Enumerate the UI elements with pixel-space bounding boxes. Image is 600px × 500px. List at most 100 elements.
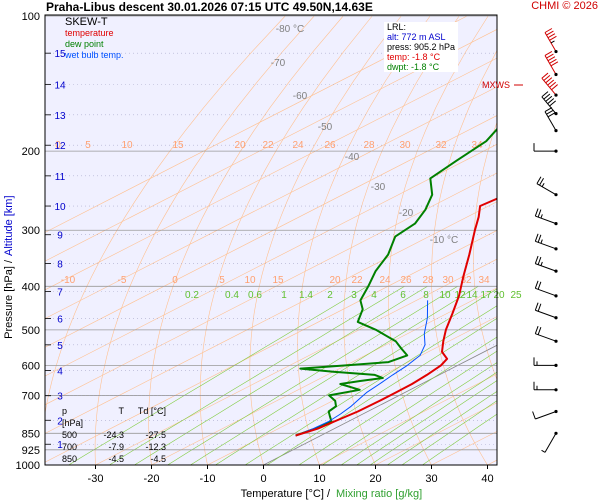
pressure-tick-label: 300: [22, 225, 40, 237]
pressure-tick-label: 600: [22, 360, 40, 372]
isotherm: [45, 29, 497, 262]
isotherm: [45, 230, 497, 463]
isotherm: [45, 172, 497, 406]
pressure-tick-label: 1000: [16, 460, 40, 472]
mixing-ratio-label: 20: [493, 290, 505, 301]
wind-barb: [534, 325, 558, 343]
temperature-line: [295, 197, 497, 437]
isotherm: [319, 373, 497, 465]
isotherm: [45, 57, 497, 291]
mixing-ratio-line: [422, 413, 497, 465]
table-cell-p: 850: [62, 454, 78, 464]
adiabat-label: 0: [55, 140, 61, 151]
adiabat-label: 10: [244, 275, 256, 286]
mixing-ratio-label: 6: [400, 290, 406, 301]
altitude-tick-label: 5: [57, 341, 63, 352]
altitude-tick-label: 15: [54, 49, 66, 60]
pressure-tick-label: 700: [22, 390, 40, 402]
adiabat-label: 0: [172, 275, 178, 286]
altitude-tick-label: 13: [54, 111, 66, 122]
altitude-tick-label: 4: [57, 367, 63, 378]
table-cell-t: -4.5: [108, 454, 124, 464]
table-row: 850 -4.5 -4.5: [62, 453, 166, 465]
grid-lines: [45, 15, 600, 465]
altitude-tick-label: 2: [57, 416, 63, 427]
temperature-tick-label: 40: [481, 473, 493, 485]
mixing-ratio-label: 8: [423, 290, 429, 301]
isotherm: [45, 115, 497, 348]
mixing-ratio-label: 0.4: [225, 290, 239, 301]
dry-adiabat: [514, 16, 600, 465]
temperature-tick-label: 0: [260, 473, 266, 485]
altitude-tick-label: 12: [54, 141, 66, 152]
wind-barb: [534, 208, 558, 226]
altitude-tick-label: 8: [57, 260, 63, 271]
dewpoint-line: [295, 127, 497, 437]
altitude-tick-label: 9: [57, 231, 63, 242]
table-header-t: T: [118, 406, 125, 416]
adiabat-label: -5: [118, 275, 127, 286]
wind-barbs: [532, 28, 559, 453]
wind-barb: [533, 143, 558, 153]
temperature-tick-label: 30: [425, 473, 437, 485]
mixing-ratio-label: 1.4: [299, 290, 313, 301]
isotherm-label: -20: [399, 208, 414, 219]
level-table: p [hPa] T Td [°C] 500 -24.3 -27.5 700 -7…: [62, 405, 166, 465]
legend-item-wetbulb: wet bulb temp.: [65, 50, 124, 60]
adiabat-label: 26: [324, 140, 336, 151]
table-cell-td: -27.5: [145, 430, 166, 440]
mixing-ratio-label: 4: [371, 290, 377, 301]
lrl-dwpt: dwpt: -1.8 °C: [387, 62, 440, 72]
adiabat-label: 5: [85, 140, 91, 151]
mixing-ratio-label: 1: [281, 290, 287, 301]
wetbulb-line: [295, 300, 429, 437]
lrl-alt: alt: 772 m ASL: [387, 32, 446, 42]
table-header-td: Td [°C]: [137, 406, 166, 416]
legend-title: SKEW-T: [65, 16, 108, 28]
legend-item-dewpoint: dew point: [65, 39, 104, 49]
altitude-tick-label: 1: [57, 440, 63, 451]
pressure-tick-label: 500: [22, 325, 40, 337]
adiabat-label: 15: [272, 275, 284, 286]
plot-frame: [44, 14, 498, 466]
isotherm-label: -60: [293, 91, 308, 102]
mixing-ratio-line: [401, 400, 497, 465]
wind-barb: [532, 409, 558, 420]
adiabat-label: 5: [219, 275, 225, 286]
temperature-tick-label: 20: [369, 473, 381, 485]
isotherm-label: -30: [371, 182, 386, 193]
isotherm: [263, 344, 497, 465]
adiabat-label: 24: [292, 140, 304, 151]
adiabat-label: 10: [121, 140, 133, 151]
pressure-tick-label: 925: [22, 445, 40, 457]
pressure-tick-label: 400: [22, 281, 40, 293]
dry-adiabat: [553, 16, 600, 465]
mixing-ratio-label: 10: [439, 290, 451, 301]
isotherm: [151, 287, 497, 465]
adiabat-label: 30: [399, 140, 411, 151]
wind-barb: [544, 28, 558, 54]
adiabat-label: 15: [172, 140, 184, 151]
wind-barb: [534, 255, 558, 273]
dry-adiabat: [472, 121, 497, 381]
y-axis-title-altitude: Altitude [km]: [3, 195, 15, 256]
mixing-ratio-label: 0.6: [248, 290, 262, 301]
isotherm: [544, 16, 600, 465]
table-row: 500 -24.3 -27.5: [62, 429, 166, 441]
wind-barb: [534, 233, 558, 251]
adiabat-label: 22: [351, 275, 363, 286]
mixing-ratio-label: 12: [454, 290, 466, 301]
temperature-tick-label: -10: [200, 473, 216, 485]
adiabat-label: 28: [422, 275, 434, 286]
pressure-tick-label: 200: [22, 146, 40, 158]
adiabat-label: 32: [460, 275, 472, 286]
lrl-title: LRL:: [387, 22, 407, 32]
wind-barb: [541, 431, 558, 453]
adiabat-label: 24: [379, 275, 391, 286]
isotherm: [95, 258, 497, 465]
mixing-ratio-label: 17: [480, 290, 492, 301]
temperature-tick-label: -30: [88, 473, 104, 485]
grid-labels: -80 °C-70-60-50-40-30-20-10 °C0 5 10 15 20 22…: [55, 24, 522, 301]
wind-barb: [541, 91, 558, 116]
